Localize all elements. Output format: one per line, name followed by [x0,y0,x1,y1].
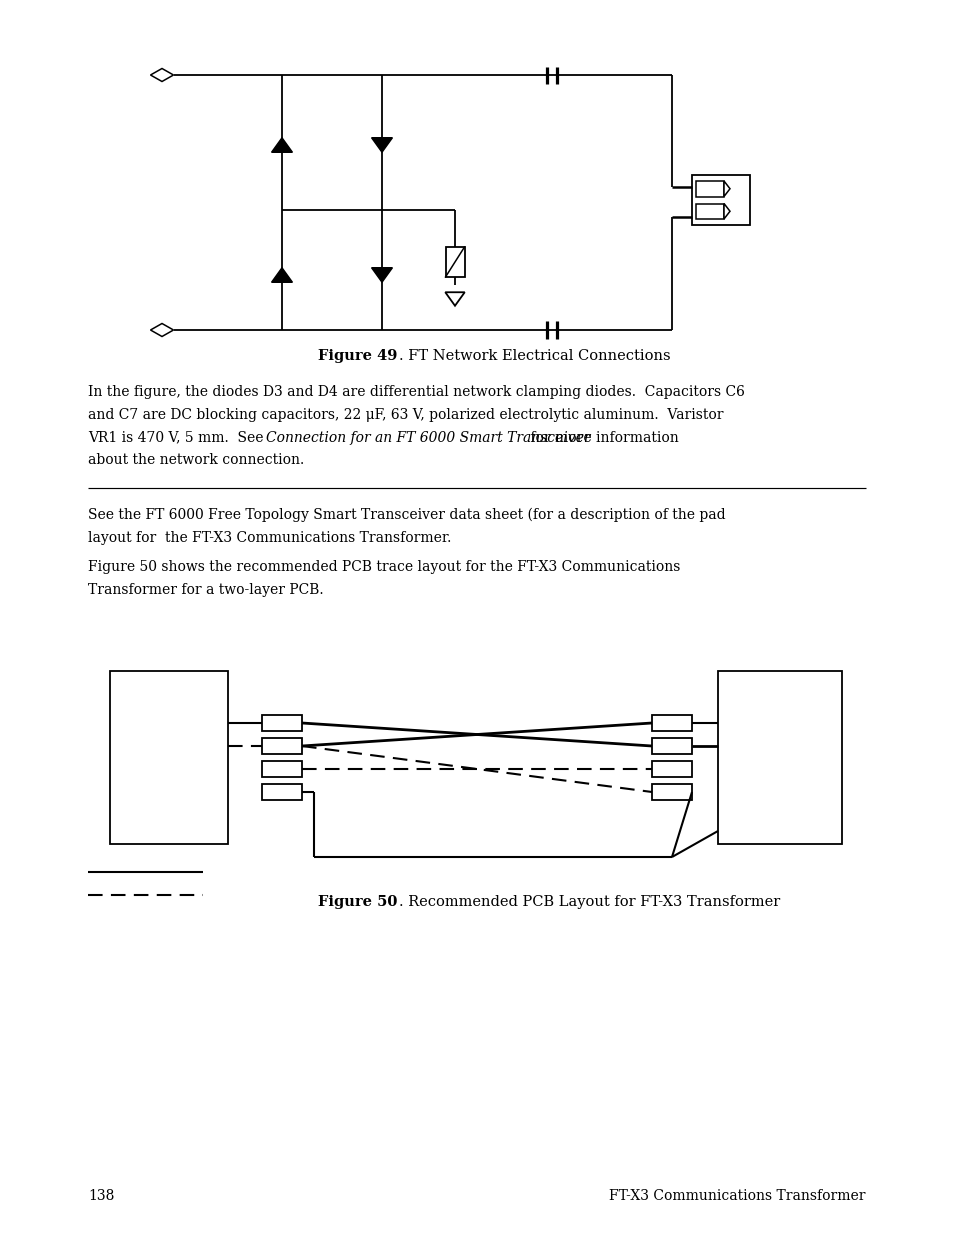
Bar [718,671,841,844]
Text: layout for  the FT-X3 Communications Transformer.: layout for the FT-X3 Communications Tran… [88,531,451,545]
Bar [651,739,691,753]
Bar [651,761,691,777]
Bar [445,247,464,277]
Text: See the FT 6000 Free Topology Smart Transceiver data sheet (for a description of: See the FT 6000 Free Topology Smart Tran… [88,508,725,522]
Text: 138: 138 [88,1189,114,1203]
Polygon shape [371,268,392,283]
Polygon shape [723,204,729,219]
Text: In the figure, the diodes D3 and D4 are differential network clamping diodes.  C: In the figure, the diodes D3 and D4 are … [88,385,744,399]
Bar [262,739,302,753]
Text: about the network connection.: about the network connection. [88,453,304,467]
Polygon shape [723,182,729,196]
Polygon shape [371,138,392,152]
Bar [651,715,691,731]
Text: Transformer for a two-layer PCB.: Transformer for a two-layer PCB. [88,583,323,598]
Bar [696,182,723,196]
Bar [691,175,749,225]
Polygon shape [272,268,293,283]
Bar [651,784,691,800]
Bar [262,715,302,731]
Text: Connection for an FT 6000 Smart Transceiver: Connection for an FT 6000 Smart Transcei… [266,431,590,445]
Text: VR1 is 470 V, 5 mm.  See: VR1 is 470 V, 5 mm. See [88,431,268,445]
Polygon shape [272,138,293,152]
Text: . FT Network Electrical Connections: . FT Network Electrical Connections [398,350,670,363]
Bar [262,761,302,777]
Text: Figure 49: Figure 49 [317,350,396,363]
Text: and C7 are DC blocking capacitors, 22 μF, 63 V, polarized electrolytic aluminum.: and C7 are DC blocking capacitors, 22 μF… [88,408,722,422]
Text: . Recommended PCB Layout for FT-X3 Transformer: . Recommended PCB Layout for FT-X3 Trans… [398,895,780,909]
Bar [110,671,228,844]
Text: Figure 50 shows the recommended PCB trace layout for the FT-X3 Communications: Figure 50 shows the recommended PCB trac… [88,561,679,574]
Bar [262,784,302,800]
Bar [696,204,723,219]
Text: for more information: for more information [525,431,678,445]
Text: Figure 50: Figure 50 [317,895,396,909]
Text: FT-X3 Communications Transformer: FT-X3 Communications Transformer [609,1189,865,1203]
